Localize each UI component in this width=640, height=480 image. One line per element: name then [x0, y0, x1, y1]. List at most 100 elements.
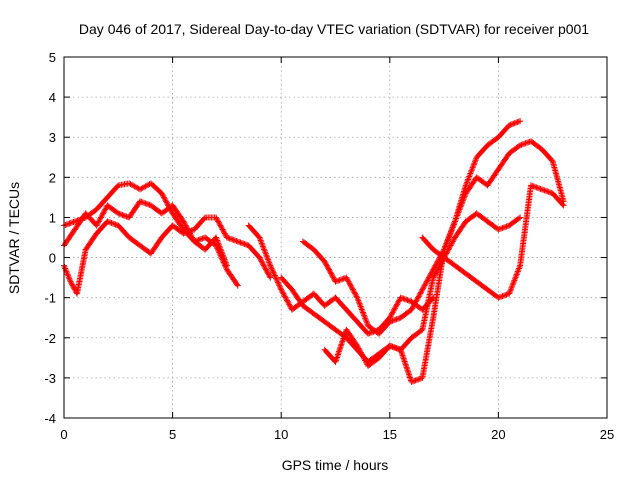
data-point	[180, 230, 187, 237]
data-point-fill	[63, 269, 70, 276]
data-point-fill	[421, 282, 428, 289]
x-tick-label: 25	[600, 427, 614, 442]
data-point-fill	[362, 357, 369, 364]
data-point-fill	[141, 199, 148, 206]
data-point-fill	[530, 183, 537, 190]
data-point-fill	[465, 176, 472, 183]
data-point-fill	[367, 329, 374, 336]
data-point-fill	[508, 121, 515, 128]
data-point-fill	[508, 284, 515, 291]
data-point-fill	[223, 261, 230, 268]
data-point-fill	[388, 310, 395, 317]
data-point-fill	[324, 263, 331, 270]
data-point-fill	[390, 344, 397, 351]
data-point-fill	[181, 229, 188, 236]
data-point-fill	[433, 259, 440, 266]
data-point-fill	[522, 140, 529, 147]
data-point-fill	[405, 297, 412, 304]
data-point-fill	[240, 240, 247, 247]
data-point-fill	[259, 241, 266, 248]
data-point-fill	[496, 294, 503, 301]
data-point-fill	[415, 293, 422, 300]
data-point-fill	[352, 291, 359, 298]
data-point-fill	[61, 264, 68, 271]
data-point-fill	[496, 225, 503, 232]
data-point-fill	[404, 297, 411, 304]
data-point-fill	[119, 211, 126, 218]
data-point	[495, 294, 502, 301]
data-point-fill	[388, 343, 395, 350]
data-point-fill	[69, 219, 76, 226]
data-point-fill	[389, 343, 396, 350]
data-point-fill	[533, 184, 540, 191]
data-point	[527, 182, 534, 189]
data-point	[93, 222, 100, 229]
data-point-fill	[351, 289, 358, 296]
data-point-fill	[70, 218, 77, 225]
data-point-fill	[285, 300, 292, 307]
data-point-fill	[98, 213, 105, 220]
data-point-fill	[469, 166, 476, 173]
data-point-fill	[265, 256, 272, 263]
data-point-fill	[284, 298, 291, 305]
data-point-fill	[396, 315, 403, 322]
data-point-fill	[258, 238, 265, 245]
data-point-fill	[355, 299, 362, 306]
data-point-fill	[546, 189, 553, 196]
data-point-fill	[504, 222, 511, 229]
data-point-fill	[394, 315, 401, 322]
data-point-fill	[218, 225, 225, 232]
data-point-fill	[264, 269, 271, 276]
data-point-fill	[449, 224, 456, 231]
data-point-fill	[514, 269, 521, 276]
data-point-fill	[217, 222, 224, 229]
data-point-fill	[69, 282, 76, 289]
x-tick-label: 0	[60, 427, 67, 442]
data-point-fill	[450, 237, 457, 244]
data-point-fill	[424, 277, 431, 284]
data-point-fill	[403, 296, 410, 303]
data-point-fill	[344, 277, 351, 284]
data-point-fill	[237, 239, 244, 246]
data-point-fill	[181, 221, 188, 228]
data-point-fill	[221, 230, 228, 237]
data-point-fill	[361, 312, 368, 319]
data-point-fill	[262, 249, 269, 256]
data-point-fill	[519, 141, 526, 148]
y-tick-label: -1	[44, 291, 56, 306]
data-point	[343, 274, 350, 281]
data-point-fill	[514, 268, 521, 275]
data-point-fill	[352, 290, 359, 297]
data-point-fill	[226, 235, 233, 242]
data-point-fill	[509, 281, 516, 288]
data-point-fill	[219, 226, 226, 233]
data-point-fill	[514, 119, 521, 126]
data-point-fill	[357, 302, 364, 309]
data-point-fill	[216, 221, 223, 228]
data-point-fill	[516, 264, 523, 271]
data-point-fill	[218, 249, 225, 256]
data-point-fill	[215, 241, 222, 248]
data-point-fill	[100, 210, 107, 217]
data-point-fill	[97, 214, 104, 221]
data-point-fill	[467, 170, 474, 177]
data-point-fill	[265, 258, 272, 265]
data-point-fill	[62, 221, 69, 228]
data-point-fill	[432, 262, 439, 269]
data-point-fill	[329, 273, 336, 280]
data-point-fill	[417, 289, 424, 296]
data-point-fill	[511, 275, 518, 282]
data-point-fill	[265, 270, 272, 277]
data-point	[441, 246, 448, 253]
data-point-fill	[275, 279, 282, 286]
data-point-fill	[218, 223, 225, 230]
data-point-fill	[464, 177, 471, 184]
data-point-fill	[259, 259, 266, 266]
data-point-fill	[146, 201, 153, 208]
data-point	[267, 274, 274, 281]
data-point-fill	[389, 309, 396, 316]
data-point	[332, 278, 339, 285]
data-point-fill	[515, 118, 522, 125]
data-point-fill	[426, 273, 433, 280]
data-point-fill	[281, 293, 288, 300]
